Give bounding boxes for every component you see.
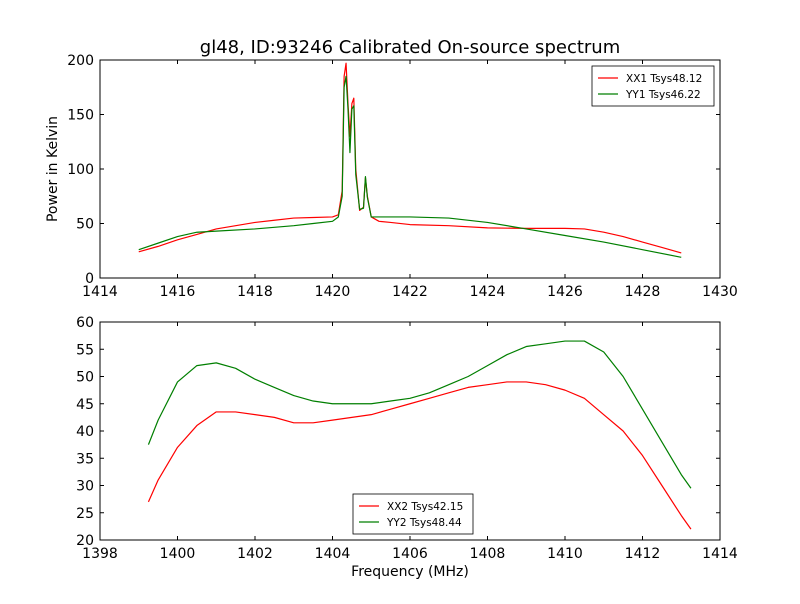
bottom-x-tick-label: 1402 xyxy=(237,546,273,562)
top-legend-label-2: YY1 Tsys46.22 xyxy=(625,89,701,101)
bottom-y-tick-label: 50 xyxy=(76,370,94,386)
figure-title: gl48, ID:93246 Calibrated On-source spec… xyxy=(200,37,620,58)
bottom-y-tick-label: 40 xyxy=(76,424,94,440)
bottom-x-tick-label: 1410 xyxy=(547,546,583,562)
top-x-tick-label: 1416 xyxy=(160,284,196,300)
y-axis-label: Power in Kelvin xyxy=(45,116,61,222)
bottom-y-tick-label: 55 xyxy=(76,342,94,358)
bottom-legend: XX2 Tsys42.15 YY2 Tsys48.44 xyxy=(352,493,474,535)
top-y-tick-label: 100 xyxy=(67,162,94,178)
bottom-y-tick-label: 20 xyxy=(76,533,94,549)
top-y-tick-label: 0 xyxy=(85,271,94,287)
bottom-series-line-1 xyxy=(147,381,692,530)
top-x-tick-label: 1430 xyxy=(702,284,738,300)
x-axis-label: Frequency (MHz) xyxy=(351,564,469,580)
top-x-tick-label: 1414 xyxy=(82,284,118,300)
bottom-x-tick-label: 1408 xyxy=(470,546,506,562)
plot-bottom: 1398 1400 1402 1404 1406 1408 1410 1412 1414 20 25… xyxy=(76,315,738,562)
top-x-tick-label: 1418 xyxy=(237,284,273,300)
bottom-y-tick-label: 25 xyxy=(76,506,94,522)
bottom-y-tick-label: 35 xyxy=(76,451,94,467)
top-x-tick-label: 1422 xyxy=(392,284,428,300)
top-x-tick-label: 1428 xyxy=(625,284,661,300)
bottom-x-tick-label: 1398 xyxy=(82,546,118,562)
top-series-line-2 xyxy=(138,75,682,258)
top-x-tick-label: 1420 xyxy=(315,284,351,300)
bottom-y-tick-label: 30 xyxy=(76,479,94,495)
bottom-y-tick-label: 60 xyxy=(76,315,94,331)
top-y-tick-label: 150 xyxy=(67,108,94,124)
bottom-series-line-2 xyxy=(147,340,692,489)
top-legend: XX1 Tsys48.12 YY1 Tsys46.22 xyxy=(591,65,715,107)
top-y-tick-label: 50 xyxy=(76,217,94,233)
top-x-tick-label: 1426 xyxy=(547,284,583,300)
top-y-tick-label: 200 xyxy=(67,53,94,69)
bottom-x-tick-label: 1400 xyxy=(160,546,196,562)
bottom-legend-label-2: YY2 Tsys48.44 xyxy=(386,517,462,529)
bottom-x-tick-label: 1412 xyxy=(625,546,661,562)
bottom-legend-label-1: XX2 Tsys42.15 xyxy=(387,501,463,513)
bottom-x-tick-label: 1404 xyxy=(315,546,351,562)
bottom-x-tick-label: 1414 xyxy=(702,546,738,562)
top-x-tick-label: 1424 xyxy=(470,284,506,300)
bottom-x-tick-label: 1406 xyxy=(392,546,428,562)
top-legend-label-1: XX1 Tsys48.12 xyxy=(626,73,702,85)
plot-top: 1414 1416 1418 1420 1422 1424 1426 1428 1430 0 50 1… xyxy=(67,53,738,300)
bottom-y-tick-label: 45 xyxy=(76,397,94,413)
